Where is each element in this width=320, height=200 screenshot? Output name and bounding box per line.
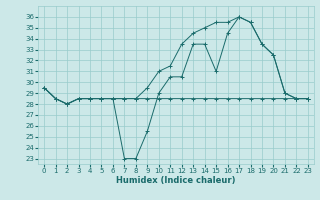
X-axis label: Humidex (Indice chaleur): Humidex (Indice chaleur) [116, 176, 236, 185]
